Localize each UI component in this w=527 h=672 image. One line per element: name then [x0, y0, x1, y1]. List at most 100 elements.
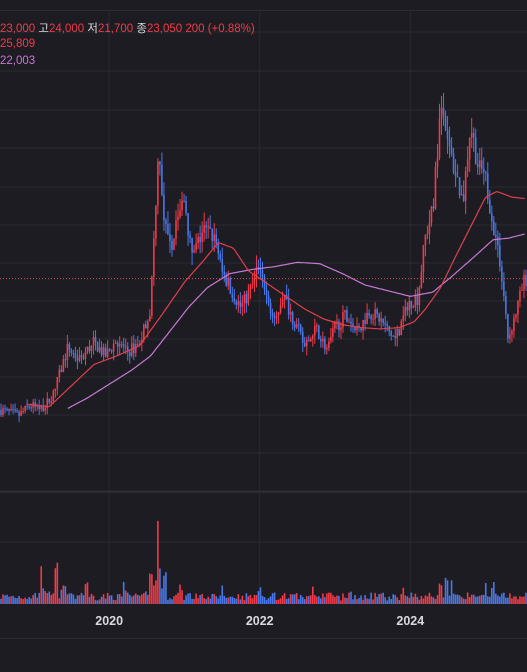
- volume-bar: [80, 592, 83, 604]
- volume-bar: [338, 595, 340, 604]
- candle-body: [374, 309, 376, 319]
- volume-bar: [418, 599, 421, 604]
- candle-body: [84, 351, 87, 359]
- candle-body: [360, 327, 362, 331]
- volume-bar: [267, 598, 270, 604]
- candle-body: [332, 328, 334, 337]
- volume-bar: [406, 596, 409, 604]
- volume-bar: [404, 595, 407, 604]
- volume-bar: [263, 596, 266, 604]
- candle-body: [90, 345, 93, 352]
- candle-body: [342, 312, 344, 328]
- candle-body: [201, 232, 203, 243]
- candle-body: [64, 359, 67, 361]
- candle-body: [185, 200, 187, 214]
- candle-body: [243, 294, 246, 304]
- volume-bar: [110, 595, 113, 604]
- volume-bar: [493, 582, 495, 604]
- candle-body: [366, 313, 368, 324]
- candle-body: [136, 344, 139, 346]
- ohlc-legend: 23,000 고24,000 저21,700 종23,050 200 (+0.8…: [0, 20, 255, 36]
- candle-body: [515, 314, 517, 318]
- volume-bar: [141, 594, 143, 604]
- candle-body: [501, 266, 503, 282]
- volume-bar: [480, 594, 483, 604]
- candle-body: [203, 225, 205, 233]
- candle-body: [503, 281, 505, 296]
- candle-body: [94, 337, 97, 343]
- candle-body: [211, 228, 214, 241]
- volume-bar: [219, 595, 222, 604]
- candle-body: [249, 285, 252, 291]
- volume-bar: [42, 588, 45, 604]
- candle-body: [414, 296, 417, 307]
- candle-body: [181, 200, 183, 211]
- candle-body: [458, 177, 461, 196]
- candle-body: [410, 300, 413, 308]
- volume-bar: [356, 599, 358, 604]
- volume-bar: [92, 595, 95, 604]
- volume-bar: [344, 597, 346, 604]
- volume-bar: [432, 597, 435, 604]
- candle-body: [440, 107, 443, 119]
- candle-body: [384, 323, 386, 325]
- candle-body: [513, 317, 515, 332]
- volume-bar: [330, 592, 332, 604]
- volume-bar: [18, 595, 20, 604]
- volume-bar: [126, 592, 129, 604]
- volume-bar: [241, 595, 244, 604]
- candle-body: [293, 323, 296, 328]
- volume-bar: [177, 592, 179, 604]
- candle-body: [199, 236, 201, 243]
- volume-bar: [408, 597, 411, 604]
- volume-bar: [112, 599, 115, 604]
- volume-bar: [515, 596, 517, 604]
- candle-body: [98, 347, 101, 352]
- volume-bar: [46, 593, 49, 604]
- volume-bar: [30, 598, 32, 604]
- candle-body: [412, 306, 415, 308]
- volume-bar: [58, 598, 61, 604]
- volume-bar: [301, 596, 304, 604]
- candle-body: [205, 225, 207, 228]
- volume-bar: [40, 566, 43, 604]
- candle-body: [2, 408, 4, 415]
- candle-body: [350, 321, 352, 324]
- candle-body: [193, 250, 195, 253]
- volume-bar: [169, 598, 171, 604]
- volume-bar: [155, 580, 157, 604]
- volume-bar: [297, 599, 300, 604]
- volume-bar: [151, 574, 153, 604]
- volume-bar: [104, 598, 107, 604]
- candle-body: [253, 277, 256, 285]
- volume-bar: [243, 600, 246, 604]
- candle-body: [197, 236, 199, 244]
- volume-bar: [424, 595, 427, 604]
- candle-body: [460, 194, 463, 196]
- volume-bar: [207, 596, 209, 604]
- volume-bar: [108, 595, 111, 604]
- candle-body: [124, 346, 127, 348]
- legend-change-value: 200 (+0.88%): [185, 23, 255, 35]
- volume-bar: [217, 598, 220, 604]
- candle-body: [116, 342, 119, 347]
- candle-body: [336, 321, 338, 323]
- candle-body: [195, 243, 197, 251]
- candle-body: [462, 194, 465, 201]
- candle-body: [368, 313, 370, 316]
- volume-bar: [26, 599, 28, 604]
- volume-bar: [307, 596, 310, 604]
- candle-body: [191, 237, 193, 253]
- volume-bar: [235, 598, 238, 604]
- legend-low-value: 21,700: [97, 23, 134, 35]
- candle-body: [165, 220, 167, 224]
- candle-body: [247, 290, 250, 304]
- volume-bar: [8, 596, 10, 604]
- volume-bar: [116, 594, 119, 604]
- volume-bar: [311, 586, 314, 604]
- candle-body: [217, 243, 220, 254]
- candle-body: [126, 346, 129, 353]
- volume-bar: [299, 594, 302, 604]
